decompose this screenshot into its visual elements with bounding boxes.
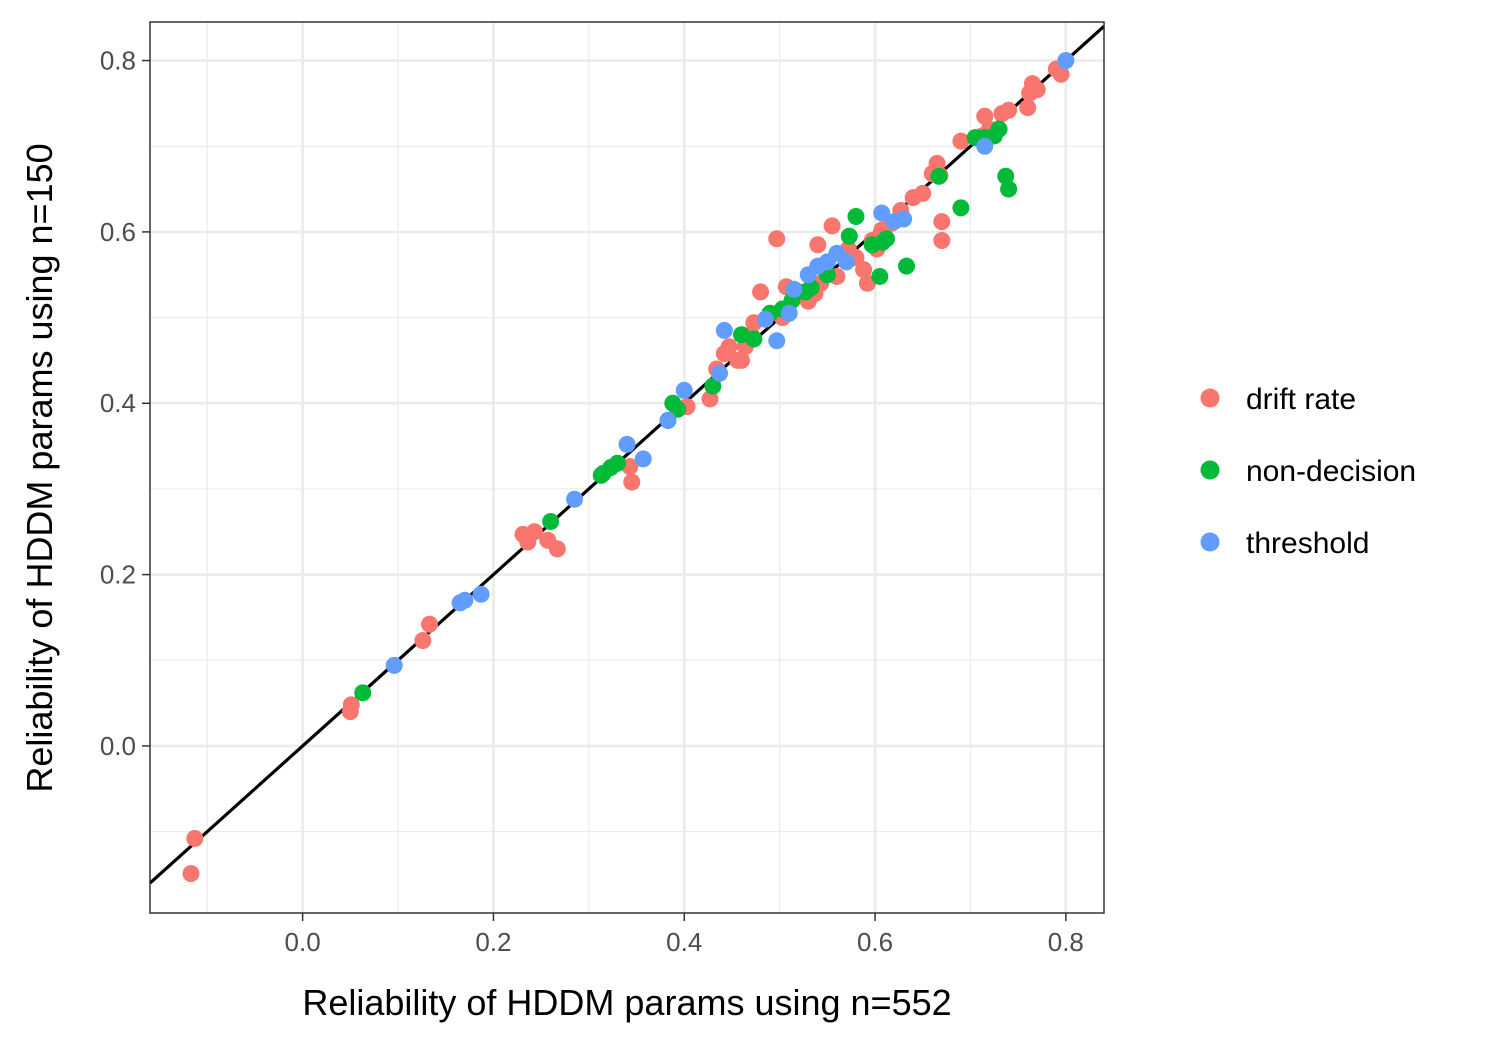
plot-panel-border [149,21,1105,914]
point-drift-rate [414,632,432,650]
point-drift-rate [182,865,200,883]
point-non-decision [898,257,916,275]
point-drift-rate [701,390,719,408]
y-tick-label: 0.0 [100,731,136,761]
data-points [182,52,1075,883]
point-drift-rate [1028,81,1046,99]
point-non-decision [745,330,763,348]
point-threshold [756,310,774,328]
legend-key-non-decision [1200,460,1220,480]
point-drift-rate [752,283,770,301]
point-threshold [566,490,584,508]
point-drift-rate [1000,101,1018,119]
legend-label: drift rate [1246,383,1356,416]
point-threshold [768,332,786,350]
point-non-decision [1000,180,1018,198]
legend-key-threshold [1200,532,1220,552]
point-non-decision [704,377,722,395]
point-drift-rate [623,473,641,491]
point-threshold [837,253,855,271]
point-drift-rate [720,338,738,356]
point-drift-rate [421,615,439,633]
point-threshold [472,585,490,603]
point-non-decision [847,207,865,225]
point-non-decision [542,512,560,530]
y-tick-label: 0.8 [100,46,136,76]
point-non-decision [354,684,372,702]
point-threshold [456,591,474,609]
point-threshold [785,280,803,298]
y-axis-title: Reliability of HDDM params using n=150 [19,143,60,792]
identity-line-group [148,25,1106,885]
legend-key-drift-rate [1200,388,1220,408]
point-non-decision [952,199,970,217]
point-threshold [780,304,798,322]
point-drift-rate [1019,99,1037,117]
point-non-decision [997,167,1015,185]
point-drift-rate [976,107,994,125]
point-threshold [1057,52,1075,70]
legend-label: threshold [1246,527,1369,560]
point-threshold [385,656,403,674]
x-tick-label: 0.0 [285,927,321,957]
point-threshold [976,137,994,155]
point-drift-rate [732,351,750,369]
x-axis-title: Reliability of HDDM params using n=552 [302,982,951,1023]
point-drift-rate [952,132,970,150]
point-drift-rate [914,184,932,202]
legend-label: non-decision [1246,455,1416,488]
point-drift-rate [858,274,876,292]
point-threshold [634,450,652,468]
minor-gridlines [150,22,1104,913]
legend: drift rate non-decision threshold [1200,383,1416,560]
point-drift-rate [823,217,841,235]
point-drift-rate [525,523,543,541]
x-tick-label: 0.6 [857,927,893,957]
y-tick-label: 0.6 [100,217,136,247]
point-drift-rate [933,213,951,231]
x-tick-label: 0.4 [666,927,702,957]
point-threshold [675,381,693,399]
point-non-decision [608,454,626,472]
y-axis-ticks: 0.0 0.2 0.4 0.6 0.8 [100,46,150,761]
point-drift-rate [768,230,786,248]
point-threshold [895,210,913,228]
major-gridlines [150,22,1104,913]
point-drift-rate [855,261,873,279]
point-drift-rate [548,540,566,558]
point-non-decision [990,120,1008,138]
point-threshold [711,364,729,382]
point-non-decision [669,400,687,418]
x-tick-label: 0.8 [1048,927,1084,957]
y-tick-label: 0.4 [100,388,136,418]
point-threshold [873,204,891,222]
x-tick-label: 0.2 [475,927,511,957]
point-drift-rate [933,231,951,249]
point-drift-rate [186,829,204,847]
point-threshold [659,411,677,429]
point-drift-rate [1052,65,1070,83]
point-non-decision [802,279,820,297]
point-threshold [618,435,636,453]
point-non-decision [877,230,895,248]
point-drift-rate [342,696,360,714]
point-drift-rate [809,236,827,254]
x-axis-ticks: 0.0 0.2 0.4 0.6 0.8 [285,913,1084,957]
point-non-decision [840,227,858,245]
point-non-decision [930,167,948,185]
identity-line [148,25,1106,885]
point-threshold [715,321,733,339]
point-non-decision [871,267,889,285]
y-tick-label: 0.2 [100,560,136,590]
